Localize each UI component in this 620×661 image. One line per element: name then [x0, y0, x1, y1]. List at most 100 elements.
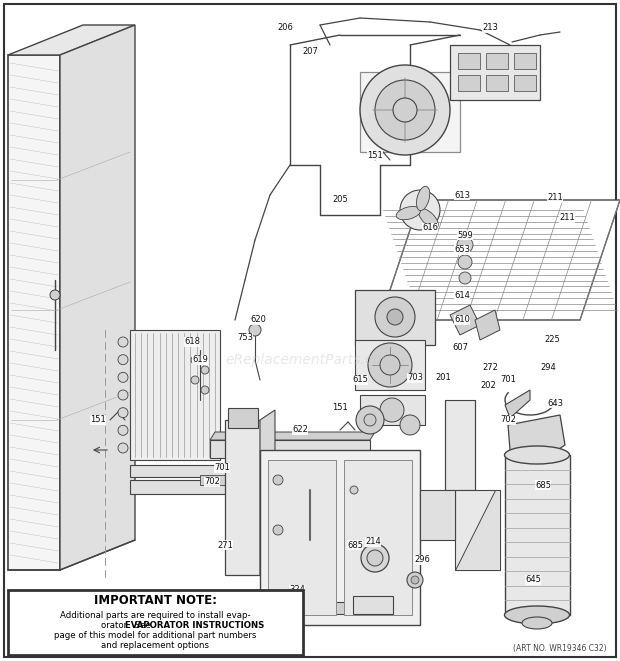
Bar	[455, 490, 500, 570]
Circle shape	[118, 408, 128, 418]
Text: 614: 614	[454, 290, 470, 299]
Bar	[360, 72, 460, 152]
Bar	[228, 408, 258, 428]
Circle shape	[350, 486, 358, 494]
Ellipse shape	[417, 186, 430, 211]
Text: 211: 211	[547, 194, 563, 202]
Text: 615: 615	[352, 375, 368, 385]
Circle shape	[191, 376, 199, 384]
Ellipse shape	[505, 606, 570, 624]
Circle shape	[387, 309, 403, 325]
Text: (ART NO. WR19346 C32): (ART NO. WR19346 C32)	[513, 644, 607, 652]
Text: 616: 616	[422, 223, 438, 233]
Bar	[268, 602, 358, 614]
Circle shape	[458, 255, 472, 269]
Ellipse shape	[418, 209, 438, 228]
Polygon shape	[455, 490, 500, 570]
Bar	[450, 45, 540, 100]
Text: 702: 702	[500, 416, 516, 424]
Text: 702: 702	[204, 477, 220, 486]
Circle shape	[249, 324, 261, 336]
Polygon shape	[210, 432, 375, 440]
Bar	[344, 460, 412, 615]
Circle shape	[367, 550, 383, 566]
Polygon shape	[380, 200, 620, 320]
Text: 151: 151	[367, 151, 383, 159]
Ellipse shape	[396, 206, 420, 219]
Bar	[130, 480, 350, 494]
Circle shape	[364, 414, 376, 426]
Circle shape	[118, 425, 128, 436]
Bar	[8, 590, 303, 655]
Text: 214: 214	[365, 537, 381, 547]
Text: orator.  See: orator. See	[100, 621, 153, 629]
Circle shape	[201, 366, 209, 374]
Text: eReplacementParts.com: eReplacementParts.com	[225, 353, 395, 367]
Bar	[225, 420, 260, 575]
Circle shape	[457, 237, 473, 253]
Text: 685: 685	[347, 541, 363, 549]
Circle shape	[368, 343, 412, 387]
Bar	[486, 53, 508, 69]
Text: 622: 622	[292, 426, 308, 434]
Text: 599: 599	[457, 231, 473, 239]
Polygon shape	[450, 305, 480, 335]
Circle shape	[118, 355, 128, 365]
Bar	[200, 475, 260, 485]
Circle shape	[393, 98, 417, 122]
Text: 613: 613	[454, 190, 470, 200]
Text: 225: 225	[544, 336, 560, 344]
Bar	[130, 330, 220, 460]
Bar	[458, 53, 480, 69]
Text: 151: 151	[90, 416, 106, 424]
Text: 206: 206	[277, 24, 293, 32]
Text: 296: 296	[414, 555, 430, 564]
Bar	[445, 400, 475, 490]
Polygon shape	[475, 310, 500, 340]
Ellipse shape	[505, 446, 570, 464]
Bar	[486, 75, 508, 91]
Text: 211: 211	[559, 214, 575, 223]
Circle shape	[201, 386, 209, 394]
Text: 645: 645	[525, 576, 541, 584]
Text: 213: 213	[482, 24, 498, 32]
Ellipse shape	[400, 190, 440, 230]
Text: 205: 205	[332, 196, 348, 204]
Circle shape	[118, 390, 128, 400]
Text: 753: 753	[237, 334, 253, 342]
Bar	[268, 460, 336, 615]
Text: 272: 272	[482, 364, 498, 373]
Text: 685: 685	[535, 481, 551, 490]
Circle shape	[118, 337, 128, 347]
Circle shape	[459, 272, 471, 284]
Circle shape	[380, 355, 400, 375]
Text: and replacement options: and replacement options	[101, 641, 209, 650]
Bar	[210, 440, 370, 458]
Circle shape	[400, 415, 420, 435]
Text: 643: 643	[547, 399, 563, 407]
Circle shape	[411, 576, 419, 584]
Bar	[505, 455, 570, 615]
Circle shape	[50, 290, 60, 300]
Circle shape	[118, 443, 128, 453]
Bar	[458, 75, 480, 91]
Text: IMPORTANT NOTE:: IMPORTANT NOTE:	[94, 594, 216, 607]
Text: 294: 294	[540, 364, 556, 373]
Text: 619: 619	[192, 356, 208, 364]
Bar	[420, 490, 455, 540]
Circle shape	[118, 372, 128, 382]
Circle shape	[375, 297, 415, 337]
Circle shape	[375, 80, 435, 140]
Polygon shape	[508, 415, 565, 455]
Polygon shape	[445, 490, 475, 500]
Circle shape	[273, 475, 283, 485]
Polygon shape	[60, 25, 135, 570]
Bar	[130, 465, 300, 477]
Bar	[355, 290, 435, 345]
Text: 607: 607	[452, 344, 468, 352]
Bar	[353, 596, 393, 614]
Text: 201: 201	[435, 373, 451, 383]
Bar	[360, 395, 425, 425]
Text: 202: 202	[480, 381, 496, 389]
Text: 701: 701	[500, 375, 516, 385]
